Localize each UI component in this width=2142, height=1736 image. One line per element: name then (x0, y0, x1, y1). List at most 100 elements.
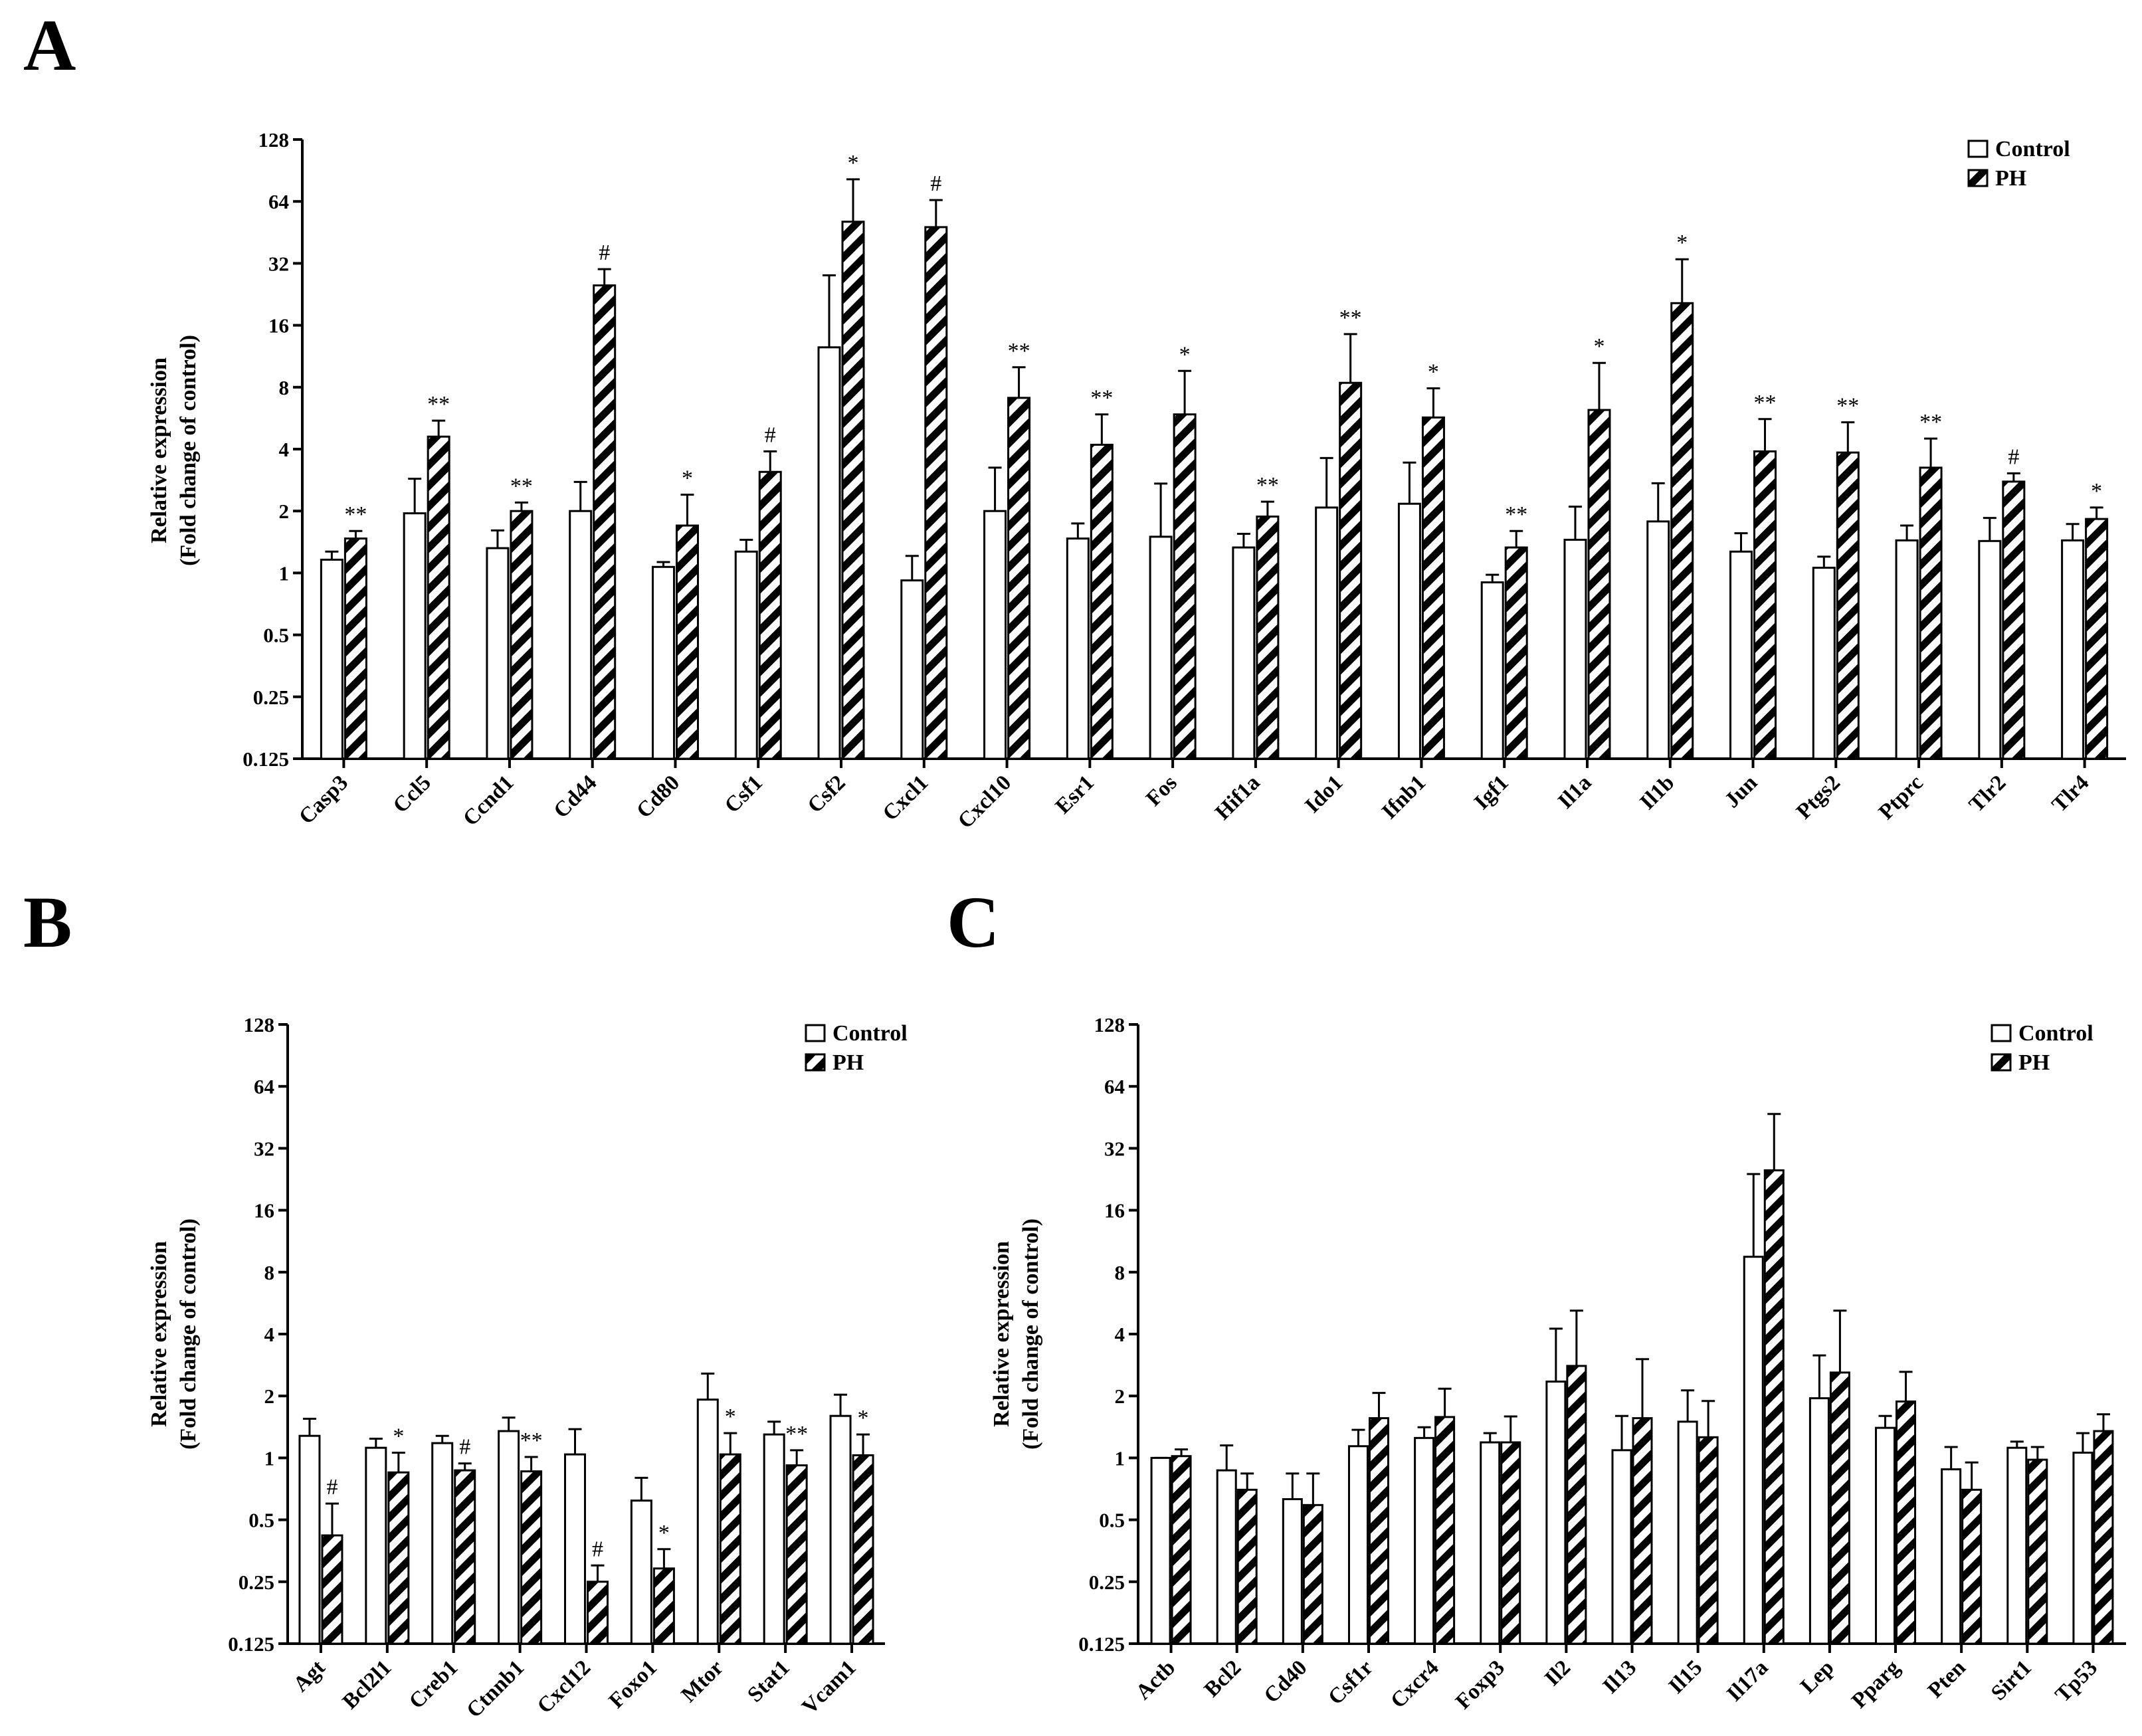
bar-ph (1421, 416, 1445, 760)
bar-ph (1171, 1455, 1192, 1645)
y-axis-label: Relative expression (Fold change of contr… (147, 335, 201, 566)
bar-ph (1919, 466, 1943, 760)
x-tick-label: Ptgs2 (1792, 771, 1845, 824)
y-tick-label: 128 (244, 1013, 275, 1036)
bar-ph (587, 1581, 609, 1645)
legend-label-ph: PH (832, 1050, 864, 1075)
bar-ph (1339, 381, 1363, 760)
y-tick-label: 16 (254, 1199, 274, 1222)
significance-marker: * (2091, 479, 2102, 504)
chart-a: 128 64 32 16 8 4 2 1 0.5 0.25 0.125 Relative expres… (147, 128, 2126, 833)
bar-ph (2093, 1430, 2114, 1645)
y-tick-label: 64 (254, 1075, 274, 1098)
significance-marker: * (682, 466, 693, 491)
significance-marker: ** (1836, 394, 1859, 419)
x-tick-label: Ctnnb1 (462, 1656, 530, 1723)
bar-ph (1302, 1503, 1323, 1645)
bar-ph (2002, 480, 2026, 760)
x-tick-label: Sirt1 (1987, 1656, 2036, 1705)
legend-label-control: Control (1995, 137, 2070, 161)
bar-control (1545, 1381, 1567, 1645)
bar-ph (1434, 1416, 1456, 1645)
bar-control (630, 1499, 652, 1645)
bar-control (1066, 537, 1090, 760)
bar-control (900, 579, 924, 760)
x-tick-label: Casp3 (294, 771, 353, 829)
bar-ph (675, 524, 699, 760)
bar-ph (1836, 451, 1860, 760)
x-tick-label: Stat1 (743, 1656, 795, 1707)
significance-marker: * (1179, 342, 1191, 367)
x-tick-label: Csf1r (1323, 1656, 1377, 1709)
y-tick-label: 32 (1104, 1137, 1125, 1160)
x-tick-label: Agt (289, 1656, 330, 1697)
legend-label-control: Control (832, 1021, 908, 1046)
bar-ph (852, 1454, 874, 1645)
x-tick-label: Creb1 (405, 1656, 462, 1713)
bar-control (564, 1453, 586, 1645)
bar-control (1941, 1468, 1962, 1645)
y-tick-label: 32 (268, 252, 289, 275)
x-tick-label: Cxcl10 (953, 771, 1016, 833)
x-tick-label: Foxo1 (605, 1656, 662, 1713)
x-tick-label: Cxcr4 (1386, 1656, 1443, 1713)
bar-control (1677, 1420, 1698, 1645)
y-tick-label: 0.25 (253, 686, 289, 709)
significance-marker: * (1676, 231, 1688, 255)
y-tick-label: 0.125 (243, 747, 289, 771)
bar-control (1397, 502, 1421, 760)
x-tick-label: Il2 (1540, 1656, 1575, 1691)
bar-ph (719, 1453, 741, 1645)
bar-ph (1632, 1417, 1653, 1645)
x-tick-label: Il13 (1599, 1656, 1641, 1698)
significance-marker: # (599, 241, 610, 265)
panel-label-b: B (23, 882, 72, 963)
bar-ph (1504, 546, 1528, 760)
significance-marker: # (930, 171, 941, 196)
x-tick-label: Il17a (1722, 1656, 1773, 1706)
bar-control (298, 1434, 321, 1645)
bar-control (1414, 1436, 1435, 1645)
y-tick-label: 64 (268, 190, 289, 213)
bar-ph (924, 226, 948, 760)
bar-control (651, 565, 675, 760)
y-tick-label: 4 (279, 438, 290, 461)
bar-ph (1587, 409, 1611, 760)
panel-label-a: A (23, 5, 76, 86)
bar-control (431, 1442, 454, 1645)
bar-control (1729, 550, 1753, 760)
y-tick-label: 1 (1115, 1446, 1125, 1470)
significance-marker: ** (427, 392, 450, 417)
bar-ph (1256, 516, 1280, 760)
y-tick-label: 0.25 (1089, 1571, 1125, 1594)
x-tick-label: Tlr2 (1965, 771, 2011, 817)
y-axis-label: Relative expression (Fold change of contr… (147, 1218, 201, 1450)
y-axis-label: Relative expression (Fold change of contr… (989, 1218, 1043, 1450)
significance-marker: * (858, 1406, 869, 1430)
significance-marker: # (592, 1537, 603, 1561)
y-tick-label: 128 (258, 128, 290, 151)
y-tick-label: 4 (264, 1323, 275, 1346)
bar-control (1812, 567, 1836, 760)
bar-ph (387, 1471, 410, 1645)
x-tick-label: Foxp3 (1451, 1656, 1509, 1714)
bar-control (696, 1398, 719, 1645)
bar-ph (1753, 450, 1777, 760)
significance-marker: ** (520, 1428, 543, 1453)
bar-ph (1173, 413, 1197, 760)
significance-marker: * (1593, 334, 1605, 359)
significance-marker: # (326, 1475, 338, 1499)
x-tick-label: Ido1 (1300, 771, 1347, 818)
significance-marker: ** (1505, 502, 1527, 527)
bar-ph (1896, 1400, 1917, 1645)
bar-control (829, 1414, 852, 1645)
significance-marker: ** (1754, 391, 1777, 415)
x-tick-label: Il15 (1664, 1656, 1707, 1698)
x-tick-label: Lep (1796, 1656, 1838, 1698)
bar-ph (652, 1567, 675, 1645)
bar-control (498, 1430, 520, 1645)
bar-ph (593, 284, 617, 760)
legend-swatch-control (1991, 1024, 2012, 1042)
bar-control (1563, 538, 1587, 760)
bar-control (1232, 546, 1256, 760)
